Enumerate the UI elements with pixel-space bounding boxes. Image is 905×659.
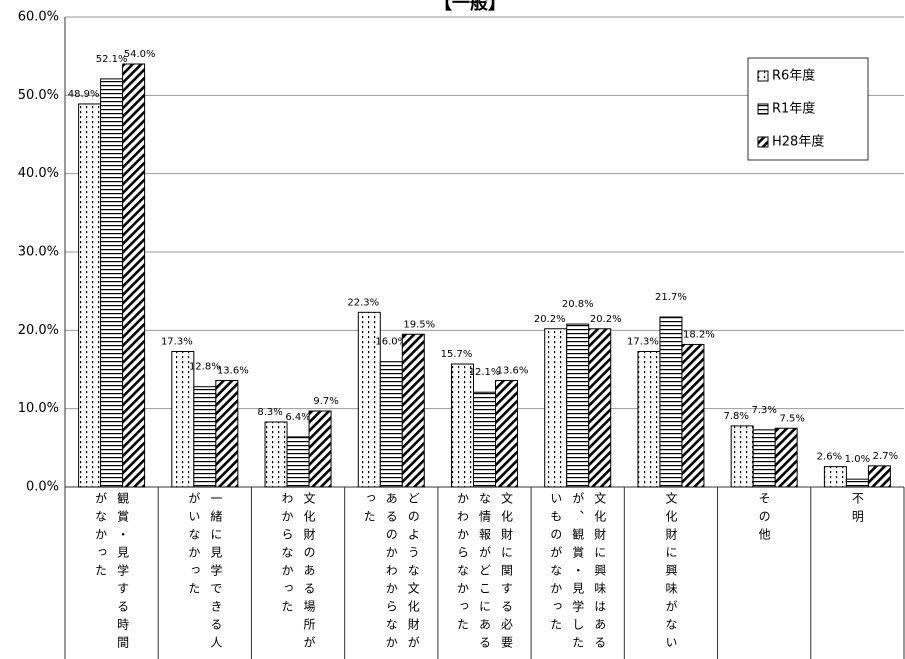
- data-label: 48.9%: [68, 89, 100, 100]
- data-label: 22.3%: [347, 297, 379, 308]
- bar: [122, 63, 146, 488]
- data-label: 6.4%: [285, 412, 310, 423]
- y-tick-label: 10.0%: [18, 401, 59, 416]
- legend-swatch: [757, 136, 769, 148]
- category-cell: 文化財に関する必要な情報がどこにあるかわからなかった: [438, 492, 531, 657]
- bar: [451, 363, 474, 488]
- bar: [659, 316, 683, 488]
- data-label: 2.7%: [873, 451, 898, 462]
- bar: [401, 333, 425, 488]
- data-label: 19.5%: [403, 319, 435, 330]
- data-label: 21.7%: [655, 292, 687, 303]
- data-label: 2.6%: [817, 452, 842, 463]
- category-cell: どのような文化財があるのかわからなかった: [345, 492, 438, 657]
- x-tick-label: どのような文化財があるのかわからなかった: [362, 492, 421, 654]
- data-label: 16.0%: [375, 337, 407, 348]
- x-tick-label: 観賞・見学する時間がなかった: [93, 492, 130, 654]
- bar: [845, 478, 869, 488]
- x-tick-label: 文化財に関する必要な情報がどこにあるかわからなかった: [455, 492, 514, 654]
- y-tick-label: 60.0%: [18, 10, 59, 25]
- data-label: 54.0%: [124, 49, 156, 60]
- bar: [544, 328, 568, 488]
- x-tick-label: 不明: [850, 492, 865, 528]
- x-tick-label: 一緒に見学できる人がいなかった: [186, 492, 223, 654]
- data-label: 7.3%: [751, 405, 776, 416]
- data-label: 20.8%: [562, 299, 594, 310]
- category-cell: 文化財に興味はあるが、観賞・見学したいものがなかった: [531, 492, 624, 657]
- data-label: 15.7%: [441, 349, 473, 360]
- legend-label: H28年度: [772, 134, 824, 150]
- y-tick-label: 20.0%: [18, 323, 59, 338]
- bar: [681, 343, 705, 488]
- category-cell: その他: [718, 492, 811, 657]
- data-label: 7.8%: [723, 411, 748, 422]
- legend-swatch: [757, 103, 769, 115]
- y-tick-label: 40.0%: [18, 166, 59, 181]
- legend-swatch: [757, 70, 769, 82]
- x-tick-label: 文化財に興味はあるが、観賞・見学したいものがなかった: [548, 492, 607, 654]
- data-label: 12.1%: [469, 367, 501, 378]
- data-label: 20.2%: [534, 314, 566, 325]
- category-cell: 不明: [811, 492, 904, 657]
- bar: [495, 379, 518, 488]
- bar: [264, 421, 288, 488]
- bar: [752, 429, 776, 488]
- y-tick-label: 30.0%: [18, 245, 59, 260]
- bar: [588, 328, 612, 488]
- bar: [100, 78, 124, 488]
- bar: [193, 386, 217, 488]
- category-cell: 一緒に見学できる人がいなかった: [158, 492, 251, 657]
- bar: [566, 323, 590, 488]
- data-label: 12.8%: [189, 362, 221, 373]
- bar: [730, 425, 754, 488]
- data-label: 13.6%: [217, 365, 249, 376]
- bar: [774, 427, 798, 488]
- data-label: 20.2%: [590, 314, 622, 325]
- data-label: 17.3%: [161, 336, 193, 347]
- data-label: 52.1%: [96, 54, 128, 65]
- data-label: 17.3%: [627, 336, 659, 347]
- bar: [308, 410, 332, 488]
- data-label: 8.3%: [257, 407, 282, 418]
- y-tick-label: 50.0%: [18, 88, 59, 103]
- data-label: 1.0%: [845, 454, 870, 465]
- data-label: 9.7%: [313, 396, 338, 407]
- x-tick-label: その他: [757, 492, 772, 546]
- category-cell: 文化財のある場所がわからなかった: [251, 492, 344, 657]
- bar: [379, 361, 403, 488]
- y-tick-label: 0.0%: [26, 480, 59, 495]
- legend-label: R1年度: [772, 101, 815, 117]
- bar: [823, 466, 847, 488]
- bar: [215, 379, 239, 488]
- x-tick-label: 文化財のある場所がわからなかった: [280, 492, 317, 654]
- category-cell: 文化財に興味がない: [624, 492, 717, 657]
- chart-title: 【一般】: [434, 0, 506, 14]
- data-label: 7.5%: [779, 413, 804, 424]
- bar: [637, 350, 661, 488]
- bar: [286, 436, 310, 488]
- bar: [473, 391, 496, 488]
- legend-label: R6年度: [772, 68, 815, 84]
- data-label: 18.2%: [683, 329, 715, 340]
- bar: [867, 465, 891, 488]
- bar: [78, 103, 102, 488]
- x-tick-label: 文化財に興味がない: [663, 492, 678, 654]
- category-cell: 観賞・見学する時間がなかった: [65, 492, 158, 657]
- data-label: 13.6%: [497, 365, 529, 376]
